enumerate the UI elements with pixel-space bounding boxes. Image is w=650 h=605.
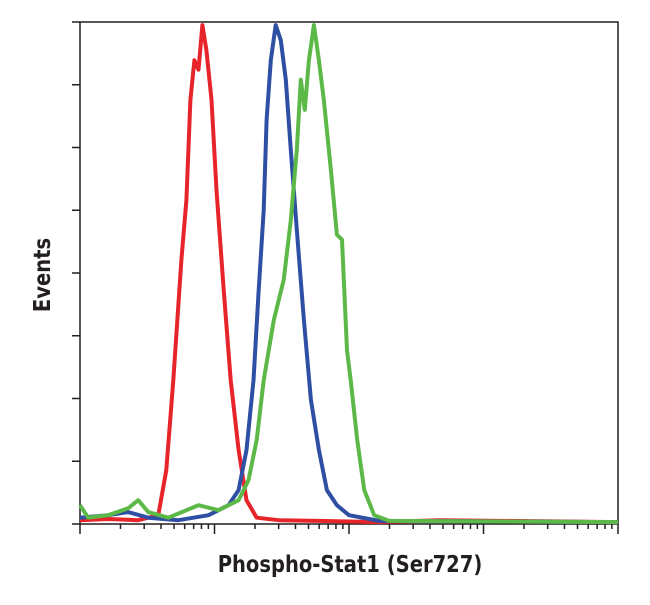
y-axis-label: Events <box>30 238 57 312</box>
series-line <box>79 23 619 525</box>
series-line <box>79 23 619 525</box>
series-line <box>78 23 619 525</box>
plot-frame <box>79 21 619 525</box>
x-axis-label: Phospho-Stat1 (Ser727) <box>218 552 483 579</box>
